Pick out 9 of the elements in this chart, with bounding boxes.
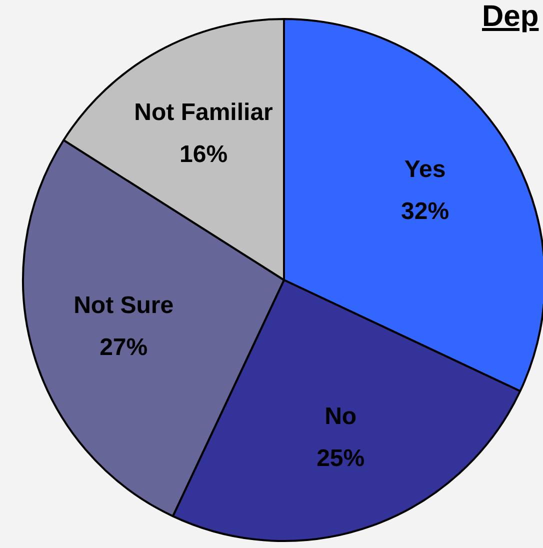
slice-label: Not Sure bbox=[74, 292, 174, 320]
slice-label: Not Familiar bbox=[134, 99, 273, 126]
data-label: 32% bbox=[401, 198, 450, 226]
slice-label: No bbox=[324, 402, 357, 430]
slice-label: Yes bbox=[404, 156, 446, 184]
data-label: 25% bbox=[316, 444, 365, 472]
data-label: 16% bbox=[180, 141, 228, 168]
chart-title: Dep bbox=[482, 0, 539, 33]
data-label: 27% bbox=[100, 334, 148, 362]
